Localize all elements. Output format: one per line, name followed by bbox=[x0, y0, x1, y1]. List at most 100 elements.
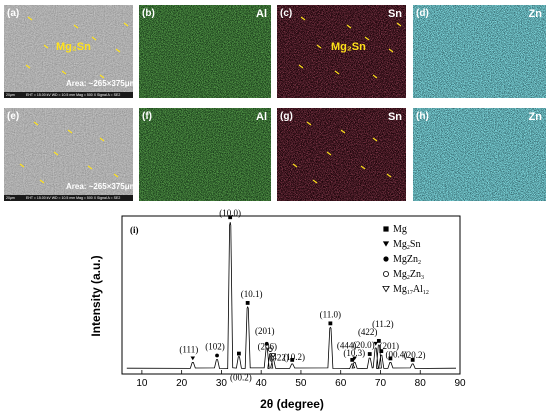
peak-label: (201) bbox=[380, 341, 400, 351]
peak-symbol-mg bbox=[379, 349, 384, 354]
peak-symbol-mg bbox=[328, 321, 333, 326]
yellow-arrow bbox=[386, 173, 392, 178]
eds-panel-grid: (a) Mg₂Sn Area: ~265×375μm² 20μm EHT = 15.00… bbox=[4, 5, 546, 201]
yellow-arrow bbox=[91, 36, 97, 41]
yellow-arrow bbox=[300, 16, 306, 21]
panel-g: (g) Sn bbox=[277, 108, 406, 201]
peak-symbol-mg2sn bbox=[373, 341, 378, 346]
x-tick-label: 10 bbox=[136, 378, 148, 389]
legend-entry: Mg2Zn3 bbox=[382, 269, 424, 281]
x-tick-label: 50 bbox=[295, 378, 307, 389]
yellow-arrow bbox=[19, 163, 25, 168]
legend-text: Mg17Al12 bbox=[393, 284, 429, 296]
peak-annotations: (111) (102)(10.0)(00.2)(10.1)(201)(206)(4… bbox=[179, 208, 425, 382]
area-label: Area: ~265×375μm² bbox=[66, 182, 140, 191]
element-label: Sn bbox=[388, 8, 402, 20]
yellow-arrow bbox=[312, 179, 318, 184]
sem-info-label: EHT = 15.00 kV WD = 10.5 mm Mag = 500 X … bbox=[26, 93, 120, 97]
x-axis-ticks: 10 20 30 40 50 60 70 80 90 bbox=[136, 370, 466, 389]
yellow-arrow bbox=[396, 22, 402, 27]
yellow-arrow bbox=[326, 151, 332, 156]
sem-scale-label: 20μm bbox=[6, 196, 15, 200]
peak-label: (11.2) bbox=[372, 319, 393, 329]
panel-label: (g) bbox=[280, 111, 293, 122]
xrd-chart: (i) 2θ (degree) Intensity (a.u.) 10 20 30 4… bbox=[89, 208, 466, 411]
yellow-arrow bbox=[388, 48, 394, 53]
legend-text: Mg bbox=[393, 224, 407, 235]
legend-entry: MgZn2 bbox=[383, 254, 421, 266]
peak-label: (422) bbox=[358, 327, 378, 337]
chart-frame bbox=[121, 215, 461, 375]
peak-label: (444) bbox=[337, 340, 357, 350]
element-label: Sn bbox=[388, 111, 402, 123]
y-axis-label: Intensity (a.u.) bbox=[89, 255, 103, 336]
mg2sn-label: Mg₂Sn bbox=[56, 41, 91, 53]
panel-texture bbox=[139, 5, 271, 98]
yellow-arrow bbox=[360, 165, 366, 170]
x-tick-label: 70 bbox=[375, 378, 387, 389]
panel-e: (e) Area: ~265×375μm² 20μm EHT = 15.00 kV W… bbox=[4, 108, 140, 201]
peak-label: (10.3) bbox=[343, 348, 365, 358]
legend-entry: Mg17Al12 bbox=[382, 284, 429, 296]
yellow-arrow bbox=[33, 121, 39, 126]
sem-scale-label: 20μm bbox=[6, 93, 15, 97]
peak-symbol-mg bbox=[228, 215, 233, 220]
panel-texture bbox=[413, 5, 546, 98]
peak-symbol-mgzn2 bbox=[383, 256, 389, 262]
peak-symbol-mg bbox=[410, 357, 415, 362]
panel-texture bbox=[413, 108, 546, 201]
panel-label: (a) bbox=[7, 8, 19, 19]
yellow-arrow bbox=[298, 64, 304, 69]
element-label: Zn bbox=[529, 111, 543, 123]
chart-panel-label: (i) bbox=[130, 225, 139, 235]
panel-label: (b) bbox=[142, 8, 155, 19]
yellow-arrow bbox=[27, 16, 33, 21]
yellow-arrow bbox=[372, 137, 378, 142]
peak-label: (10.2) bbox=[283, 352, 305, 362]
peak-label: (20.2) bbox=[404, 350, 426, 360]
yellow-arrow bbox=[99, 137, 105, 142]
panel-f: (f) Al bbox=[139, 108, 271, 201]
sem-info-label: EHT = 15.00 kV WD = 10.5 mm Mag = 500 X … bbox=[26, 196, 120, 200]
chart-legend: Mg Mg2Sn MgZn2 Mg2Zn3 Mg17Al12 bbox=[382, 224, 429, 296]
peak-symbol-mg bbox=[388, 356, 393, 361]
panel-label: (h) bbox=[416, 111, 429, 122]
peak-symbol-mg bbox=[237, 351, 241, 356]
x-tick-label: 30 bbox=[216, 378, 228, 389]
peak-symbol-mg bbox=[350, 357, 355, 362]
peak-label: (00.4) bbox=[386, 349, 408, 359]
x-tick-label: 40 bbox=[256, 378, 268, 389]
legend-text: MgZn2 bbox=[393, 254, 421, 266]
yellow-arrow bbox=[67, 129, 73, 134]
yellow-arrow bbox=[113, 173, 119, 178]
peak-symbol-mg2zn3 bbox=[382, 270, 389, 277]
peak-symbol-mg2zn3 bbox=[268, 347, 273, 352]
panel-c: (c) Sn Mg₂Sn bbox=[277, 5, 406, 98]
legend-entry: Mg bbox=[383, 224, 407, 235]
mg2sn-label: Mg₂Sn bbox=[331, 41, 366, 53]
yellow-arrow bbox=[87, 165, 93, 170]
legend-entry: Mg2Sn bbox=[382, 239, 420, 251]
peak-symbol-mg bbox=[367, 352, 372, 356]
yellow-arrow bbox=[346, 24, 352, 29]
x-tick-label: 60 bbox=[335, 378, 347, 389]
yellow-arrow bbox=[43, 44, 49, 49]
peak-symbol-mg17al12 bbox=[382, 286, 390, 293]
area-label: Area: ~265×375μm² bbox=[66, 79, 140, 88]
peak-label: (20.0) bbox=[353, 340, 375, 350]
panel-texture bbox=[277, 5, 406, 98]
peak-symbol-mg bbox=[245, 301, 250, 305]
yellow-arrow bbox=[53, 151, 59, 156]
yellow-arrow bbox=[372, 74, 378, 79]
sem-footer-bar bbox=[4, 195, 133, 201]
panel-texture bbox=[139, 108, 271, 201]
yellow-arrow bbox=[39, 179, 45, 184]
panel-label: (d) bbox=[416, 8, 429, 19]
peak-symbol-mg bbox=[383, 226, 389, 232]
x-tick-label: 80 bbox=[415, 378, 427, 389]
yellow-arrow bbox=[61, 70, 67, 75]
x-tick-label: 20 bbox=[176, 378, 188, 389]
yellow-arrow bbox=[340, 129, 346, 134]
yellow-arrow bbox=[73, 24, 79, 29]
